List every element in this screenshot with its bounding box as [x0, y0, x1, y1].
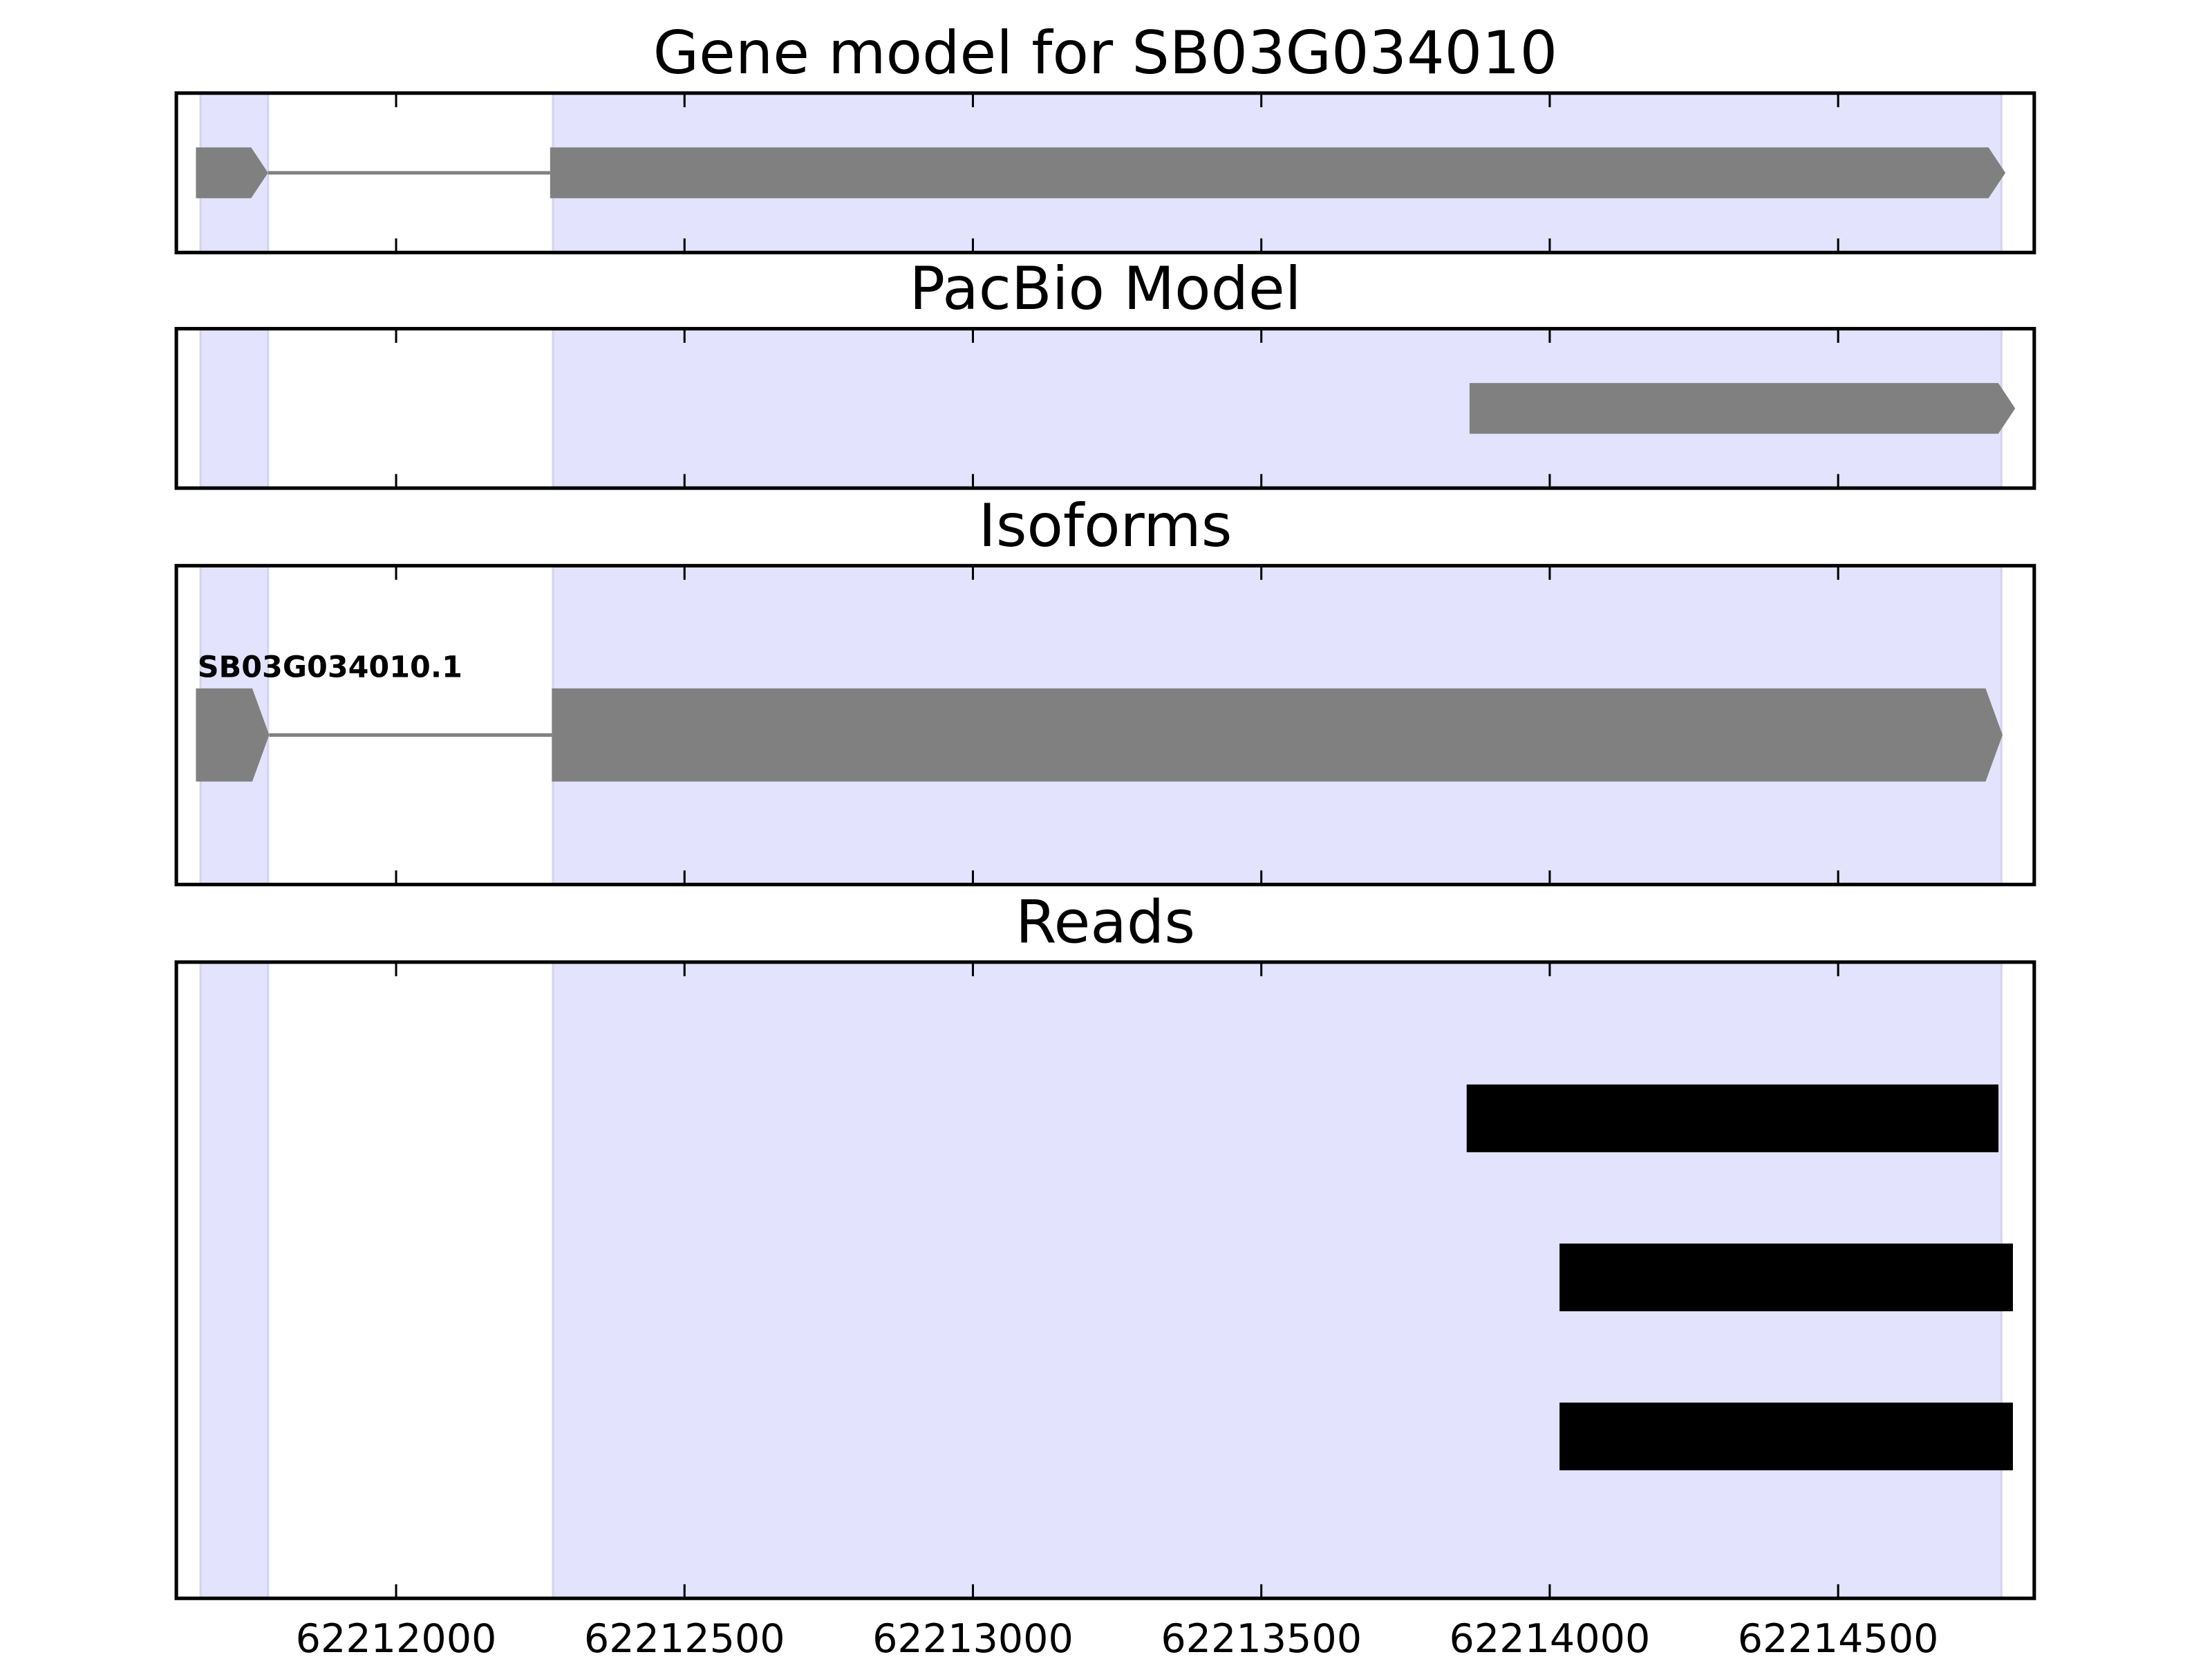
x-tick-label: 62213000: [872, 1616, 1074, 1659]
x-tick-label: 62213500: [1161, 1616, 1362, 1659]
isoform-label: SB03G034010.1: [198, 650, 462, 685]
axes-frame: [174, 960, 2036, 1600]
axes-frame: [174, 91, 2036, 254]
exon: [550, 147, 2006, 198]
panel-title: Gene model for SB03G034010: [653, 19, 1557, 88]
highlight-region: [199, 961, 270, 1600]
exon: [552, 688, 2003, 782]
exon: [196, 147, 268, 198]
read: [1466, 1084, 1999, 1152]
axes-frame: [174, 563, 2036, 887]
panel-title: Reads: [1015, 888, 1195, 957]
exon: [196, 688, 270, 782]
x-tick-label: 62212500: [584, 1616, 785, 1659]
exon: [1469, 383, 2016, 434]
x-tick-label: 62214000: [1450, 1616, 1651, 1659]
x-tick-label: 62212000: [296, 1616, 497, 1659]
panel-title: PacBio Model: [909, 254, 1301, 324]
x-tick-label: 62214500: [1738, 1616, 1939, 1659]
axes-frame: [174, 326, 2036, 490]
panel-title: Isoforms: [979, 491, 1232, 561]
read: [1559, 1243, 2013, 1311]
read: [1559, 1403, 2013, 1471]
highlight-region: [199, 327, 270, 489]
